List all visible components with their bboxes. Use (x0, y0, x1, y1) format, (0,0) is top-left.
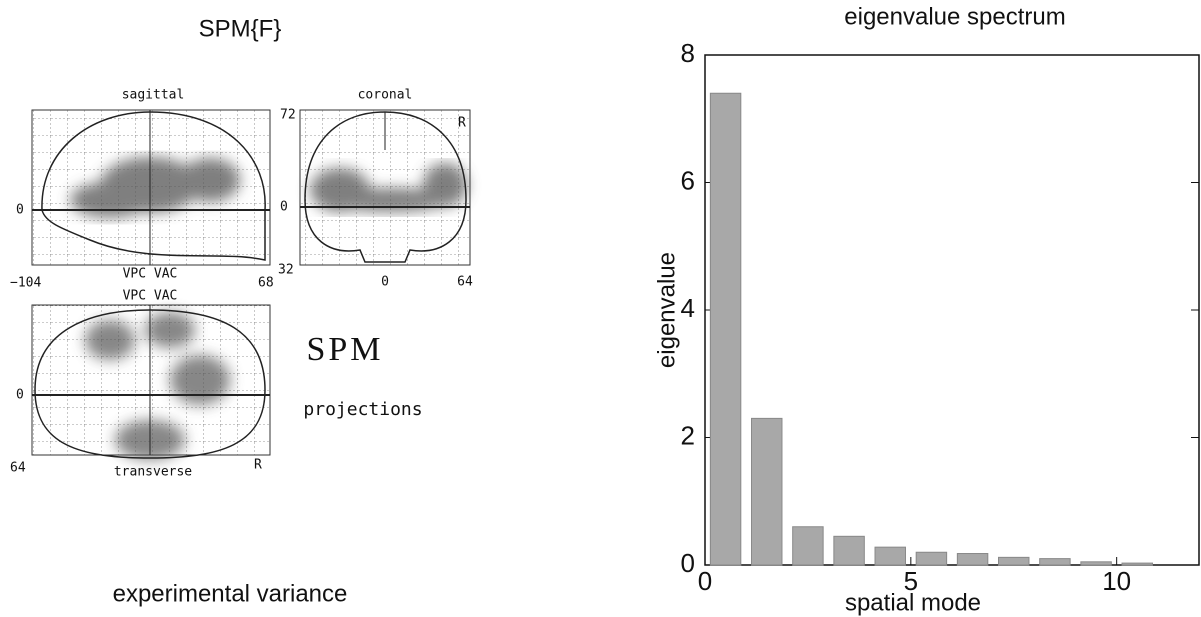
bar (1080, 561, 1112, 566)
y-tick-label: 2 (681, 420, 695, 450)
y-tick-label: 0 (681, 548, 695, 578)
y-tick-label: 8 (681, 38, 695, 68)
transverse-view (31, 304, 271, 460)
bar (998, 556, 1030, 566)
axis-number: 68 (258, 276, 274, 291)
axis-number: 0 (16, 203, 24, 218)
y-tick-label: 4 (681, 293, 695, 323)
axis-number: 64 (457, 275, 473, 290)
axis-number: 72 (280, 108, 296, 123)
side-marker: R (254, 458, 262, 473)
x-tick-label: 10 (1102, 566, 1131, 596)
bar (751, 417, 783, 566)
logo: SPM (306, 331, 383, 368)
caption: experimental variance (113, 580, 348, 607)
view-label: transverse (114, 465, 192, 480)
y-axis-label: eigenvalue (653, 252, 680, 368)
x-axis-label: spatial mode (845, 589, 981, 616)
chart-title: eigenvalue spectrum (844, 3, 1065, 30)
axis-number: VPC VAC (123, 289, 178, 304)
bar (792, 526, 824, 566)
bar (1039, 558, 1071, 566)
axis-number: 64 (10, 461, 26, 476)
bar (915, 551, 948, 566)
axis-number: 0 (381, 275, 389, 290)
bar (1121, 562, 1153, 566)
x-tick-label: 0 (698, 566, 712, 596)
axis-number: VPC VAC (123, 267, 178, 282)
bar (874, 546, 906, 566)
side-marker: R (458, 116, 466, 131)
bar (956, 553, 989, 566)
logo-subtitle: projections (303, 399, 422, 420)
bar (833, 535, 865, 566)
view-label: sagittal (122, 88, 185, 103)
view-label: coronal (358, 88, 413, 103)
axis-number: −104 (10, 276, 41, 291)
sagittal-view (31, 109, 271, 266)
axis-number: 0 (16, 388, 24, 403)
coronal-view (299, 109, 471, 266)
y-tick-label: 6 (681, 165, 695, 195)
axis-number: 0 (280, 200, 288, 215)
bar (709, 92, 742, 566)
panel-title: SPM{F} (199, 15, 282, 42)
axis-number: 32 (278, 263, 294, 278)
x-tick-label: 5 (904, 566, 918, 596)
